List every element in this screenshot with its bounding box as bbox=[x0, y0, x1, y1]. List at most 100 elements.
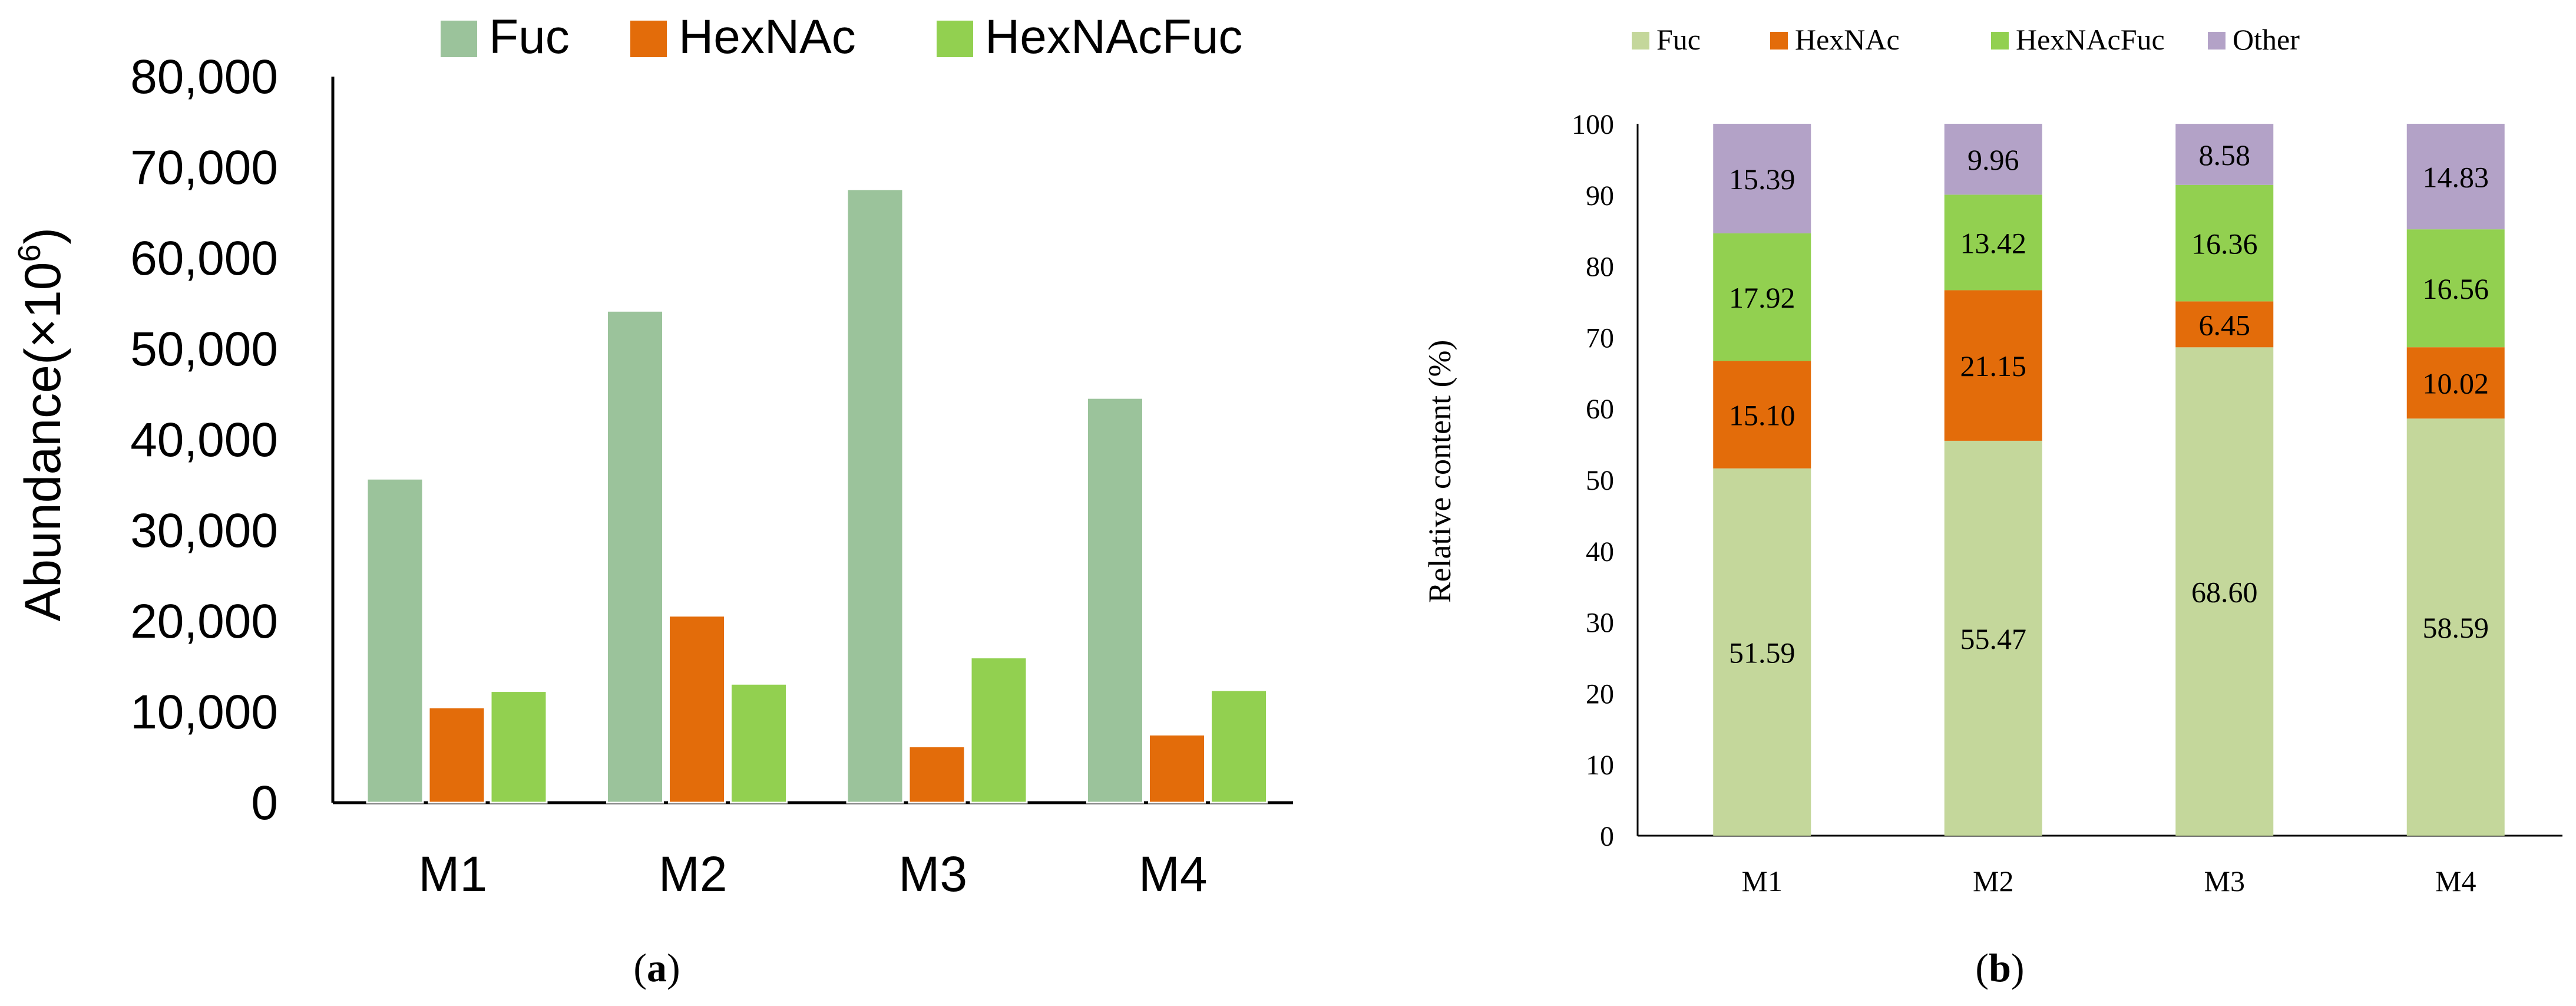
bar-segment-other-m1 bbox=[1713, 124, 1811, 233]
y-tick-label: 50,000 bbox=[130, 322, 278, 376]
bar-segment-fuc-m1 bbox=[1713, 468, 1811, 836]
y-tick-label: 80 bbox=[1586, 252, 1614, 283]
bar-hexnacfuc-m1 bbox=[490, 690, 548, 804]
bar-segment-fuc-m4 bbox=[2406, 418, 2505, 836]
data-label-fuc-m4: 58.59 bbox=[2423, 611, 2489, 644]
y-tick-label: 40 bbox=[1586, 536, 1614, 568]
legend-swatch-hexnacfuc bbox=[937, 21, 973, 57]
legend-label-other: Other bbox=[2233, 23, 2300, 56]
legend-label-hexnac: HexNAc bbox=[679, 10, 856, 64]
bar-hexnacfuc-m2 bbox=[730, 682, 788, 804]
panel-label-a: (a) bbox=[633, 945, 680, 990]
data-label-hexnacfuc-m1: 17.92 bbox=[1729, 281, 1795, 314]
y-tick-label: 30,000 bbox=[130, 504, 278, 558]
panel-label-a-open: ( bbox=[633, 945, 647, 990]
data-label-other-m2: 9.96 bbox=[1967, 143, 2019, 176]
data-label-hexnac-m4: 10.02 bbox=[2423, 367, 2489, 400]
x-tick-label: M4 bbox=[2435, 865, 2476, 898]
y-tick-label: 40,000 bbox=[130, 413, 278, 467]
legend-swatch-fuc bbox=[1632, 32, 1649, 50]
bar-segment-hexnac-m4 bbox=[2406, 347, 2505, 419]
y-tick-label: 10 bbox=[1586, 750, 1614, 781]
y-tick-label: 70 bbox=[1586, 322, 1614, 354]
bar-hexnacfuc-m3 bbox=[970, 657, 1028, 804]
y-axis-label: Relative content (%) bbox=[1422, 340, 1457, 603]
y-axis-label-suffix: ) bbox=[15, 227, 71, 245]
data-label-hexnac-m3: 6.45 bbox=[2199, 308, 2251, 341]
bar-segment-hexnac-m1 bbox=[1713, 361, 1811, 469]
legend-swatch-hexnac bbox=[1770, 32, 1788, 50]
data-label-hexnac-m2: 21.15 bbox=[1960, 349, 2027, 382]
panel-label-b-open: ( bbox=[1975, 945, 1989, 990]
y-tick-label: 20,000 bbox=[130, 595, 278, 648]
data-label-other-m4: 14.83 bbox=[2423, 161, 2489, 194]
y-tick-label: 70,000 bbox=[130, 141, 278, 194]
bar-fuc-m4 bbox=[1086, 397, 1144, 804]
data-label-fuc-m1: 51.59 bbox=[1729, 636, 1795, 669]
y-tick-label: 80,000 bbox=[130, 50, 278, 104]
data-label-fuc-m3: 68.60 bbox=[2191, 576, 2258, 609]
data-label-other-m3: 8.58 bbox=[2199, 138, 2251, 171]
panel-label-b-close: ) bbox=[2011, 945, 2025, 990]
panel-label-a-letter: a bbox=[647, 945, 667, 990]
bar-segment-hexnacfuc-m1 bbox=[1713, 233, 1811, 361]
y-tick-label: 90 bbox=[1586, 180, 1614, 212]
y-axis-label-text: Abundance(×10 bbox=[15, 262, 71, 622]
bar-segment-hexnac-m2 bbox=[1944, 290, 2042, 441]
bar-hexnac-m1 bbox=[428, 706, 486, 804]
legend-swatch-other bbox=[2208, 32, 2226, 50]
bar-fuc-m3 bbox=[846, 188, 904, 804]
bar-segment-other-m2 bbox=[1944, 124, 2042, 195]
bar-hexnacfuc-m4 bbox=[1210, 689, 1268, 804]
y-axis-label: Abundance(×106) bbox=[12, 227, 71, 621]
bar-segment-fuc-m2 bbox=[1944, 440, 2042, 836]
bar-fuc-m2 bbox=[606, 309, 664, 804]
bar-segment-other-m4 bbox=[2406, 124, 2505, 230]
y-axis-label-exponent: 6 bbox=[12, 244, 47, 262]
legend-swatch-fuc bbox=[441, 21, 477, 57]
x-tick-label: M1 bbox=[418, 846, 487, 902]
bar-hexnac-m2 bbox=[668, 615, 726, 804]
chart-a-abundance: Fuc HexNAc HexNAcFuc 0 10,000 20,000 30,000 40,… bbox=[12, 10, 1293, 990]
bar-hexnac-m3 bbox=[908, 746, 966, 804]
bar-hexnac-m4 bbox=[1148, 734, 1206, 804]
y-tick-label: 50 bbox=[1586, 465, 1614, 496]
data-label-other-m1: 15.39 bbox=[1729, 163, 1795, 196]
bar-segment-other-m3 bbox=[2175, 124, 2274, 185]
bar-segment-hexnacfuc-m3 bbox=[2175, 184, 2274, 302]
panel-label-b: (b) bbox=[1975, 945, 2024, 990]
bar-segment-hexnacfuc-m2 bbox=[1944, 194, 2042, 291]
legend-label-fuc: Fuc bbox=[489, 10, 570, 64]
legend-label-hexnac: HexNAc bbox=[1795, 23, 1900, 56]
data-label-hexnacfuc-m3: 16.36 bbox=[2191, 227, 2258, 260]
y-tick-label: 20 bbox=[1586, 678, 1614, 710]
legend-swatch-hexnacfuc bbox=[1991, 32, 2009, 50]
panel-label-a-close: ) bbox=[667, 945, 680, 990]
bar-segment-fuc-m3 bbox=[2175, 347, 2274, 836]
x-tick-label: M2 bbox=[659, 846, 728, 902]
data-label-hexnacfuc-m2: 13.42 bbox=[1960, 226, 2027, 259]
x-tick-label: M2 bbox=[1973, 865, 2013, 898]
y-tick-label: 30 bbox=[1586, 608, 1614, 639]
bar-fuc-m1 bbox=[366, 477, 424, 804]
x-tick-label: M3 bbox=[898, 846, 967, 902]
panel-label-b-letter: b bbox=[1989, 945, 2011, 990]
legend-label-fuc: Fuc bbox=[1656, 23, 1701, 56]
x-tick-label: M1 bbox=[1742, 865, 1783, 898]
y-tick-label: 0 bbox=[1600, 821, 1614, 852]
x-tick-label: M3 bbox=[2204, 865, 2245, 898]
bar-segment-hexnacfuc-m4 bbox=[2406, 229, 2505, 348]
data-label-hexnacfuc-m4: 16.56 bbox=[2423, 272, 2489, 305]
y-tick-label: 60,000 bbox=[130, 232, 278, 285]
legend-swatch-hexnac bbox=[630, 21, 667, 57]
x-tick-label: M4 bbox=[1139, 846, 1208, 902]
legend-label-hexnacfuc: HexNAcFuc bbox=[985, 10, 1242, 64]
chart-b-relative-content: Fuc HexNAc HexNAcFuc Other 0 10 20 30 40 50 60 70 80… bbox=[1422, 23, 2562, 990]
y-tick-label: 0 bbox=[251, 776, 278, 830]
bar-segment-hexnac-m3 bbox=[2175, 301, 2274, 348]
y-tick-label: 10,000 bbox=[130, 685, 278, 739]
y-tick-label: 100 bbox=[1572, 109, 1614, 140]
data-label-hexnac-m1: 15.10 bbox=[1729, 399, 1795, 432]
data-label-fuc-m2: 55.47 bbox=[1960, 622, 2027, 655]
